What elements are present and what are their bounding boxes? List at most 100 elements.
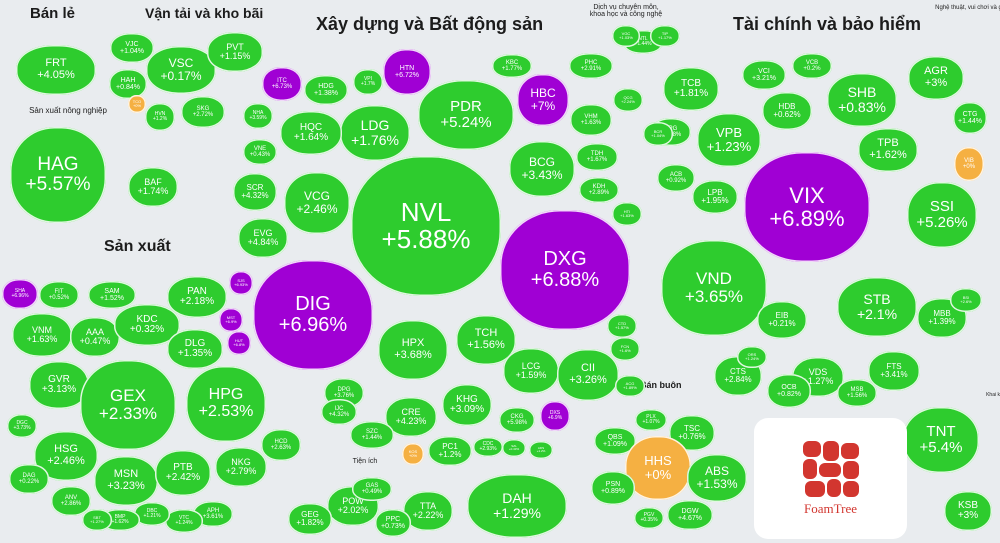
- stock-cell-ads[interactable]: ADS +1.2%: [529, 441, 553, 459]
- stock-cell-fcn[interactable]: FCN +1.6%: [610, 337, 640, 361]
- stock-cell-vgc[interactable]: VGC +1.03%: [612, 25, 640, 47]
- stock-cell-dah[interactable]: DAH +1.29%: [467, 474, 567, 538]
- stock-cell-hti[interactable]: HTI +1.63%: [612, 202, 642, 226]
- stock-cell-ctg[interactable]: CTG +1.44%: [953, 102, 987, 134]
- stock-cell-vnd[interactable]: VND +3.65%: [661, 240, 767, 336]
- stock-cell-vpb[interactable]: VPB +1.23%: [697, 113, 761, 167]
- stock-cell-lpb[interactable]: LPB +1.95%: [692, 180, 738, 214]
- stock-cell-dbc[interactable]: DBC +1.21%: [134, 502, 170, 526]
- stock-cell-tcb[interactable]: TCB +1.81%: [663, 67, 719, 111]
- stock-cell-vnm[interactable]: VNM +1.63%: [12, 313, 72, 357]
- stock-cell-dgc[interactable]: DGC +3.73%: [7, 414, 37, 438]
- stock-cell-vci[interactable]: VCI +3.21%: [742, 60, 786, 90]
- stock-cell-tta[interactable]: TTA +2.22%: [403, 491, 453, 531]
- stock-cell-htn[interactable]: HTN +6.72%: [383, 49, 431, 95]
- stock-cell-dag[interactable]: DAG +0.22%: [9, 464, 49, 494]
- stock-cell-psn[interactable]: PSN +0.89%: [591, 471, 635, 505]
- stock-cell-cii[interactable]: CII +3.26%: [557, 349, 619, 401]
- stock-cell-sam[interactable]: SAM +1.52%: [88, 281, 136, 309]
- stock-cell-dxg[interactable]: DXG +6.88%: [500, 210, 630, 330]
- stock-cell-hut[interactable]: HUT +6.8%: [227, 331, 251, 355]
- stock-cell-fts[interactable]: FTS +3.41%: [868, 351, 920, 391]
- stock-cell-itc[interactable]: ITC +6.73%: [262, 67, 302, 101]
- stock-cell-vib[interactable]: VIB +0%: [954, 147, 984, 181]
- stock-cell-fit[interactable]: FIT +0.52%: [39, 281, 79, 309]
- stock-cell-bsi[interactable]: BSI +2.6%: [950, 288, 982, 312]
- stock-cell-vcb[interactable]: VCB +0.2%: [792, 53, 832, 79]
- stock-cell-kdh[interactable]: KDH +2.89%: [579, 177, 619, 203]
- stock-cell-lcg[interactable]: LCG +1.59%: [503, 348, 559, 394]
- stock-cell-tip[interactable]: TIP +1.17%: [650, 25, 680, 47]
- stock-cell-vne[interactable]: VNE +0.43%: [243, 139, 277, 165]
- stock-cell-vhm[interactable]: VHM +1.63%: [570, 104, 612, 136]
- stock-cell-tnt[interactable]: TNT +5.4%: [903, 407, 979, 473]
- stock-cell-gex[interactable]: GEX +2.33%: [80, 360, 176, 450]
- stock-cell-gas[interactable]: GAS +0.49%: [352, 477, 392, 501]
- stock-cell-tch[interactable]: TCH +1.56%: [456, 315, 516, 365]
- stock-cell-vsc[interactable]: VSC +0.17%: [146, 46, 216, 94]
- stock-cell-hcd[interactable]: HCD +2.63%: [261, 429, 301, 461]
- stock-cell-hqc[interactable]: HQC +1.64%: [280, 111, 342, 155]
- stock-cell-phc[interactable]: PHC +2.91%: [569, 53, 613, 79]
- stock-cell-kos[interactable]: KOS +0%: [402, 443, 424, 465]
- stock-cell-baf[interactable]: BAF +1.74%: [128, 167, 178, 207]
- stock-cell-pdr[interactable]: PDR +5.24%: [418, 80, 514, 150]
- stock-cell-nha[interactable]: NHA +3.59%: [243, 103, 273, 129]
- stock-cell-pvt[interactable]: PVT +1.15%: [207, 32, 263, 72]
- stock-cell-mbb[interactable]: MBB +1.39%: [917, 298, 967, 338]
- stock-cell-eib[interactable]: EIB +0.21%: [757, 301, 807, 339]
- stock-cell-hhs[interactable]: HHS +0%: [625, 436, 691, 500]
- stock-cell-vtc[interactable]: VTC +1.24%: [165, 509, 203, 533]
- stock-cell-qcg[interactable]: QCG +2.24%: [613, 88, 643, 112]
- stock-cell-sjs[interactable]: SJS +6.93%: [229, 271, 253, 295]
- stock-cell-msb[interactable]: MSB +1.56%: [837, 379, 877, 407]
- stock-cell-sbt[interactable]: SBT +1.27%: [82, 509, 112, 531]
- stock-cell-pan[interactable]: PAN +2.18%: [167, 276, 227, 318]
- stock-cell-tpb[interactable]: TPB +1.62%: [858, 128, 918, 172]
- stock-cell-acb[interactable]: ACB +0.92%: [657, 164, 695, 192]
- stock-cell-dig[interactable]: DIG +6.96%: [253, 260, 373, 370]
- stock-cell-szc[interactable]: SZC +1.44%: [350, 421, 394, 449]
- stock-cell-ptb[interactable]: PTB +2.42%: [155, 450, 211, 496]
- stock-cell-tdh[interactable]: TDH +1.67%: [576, 143, 618, 171]
- stock-cell-shb[interactable]: SHB +0.83%: [827, 73, 897, 127]
- stock-cell-vjc[interactable]: VJC +1.04%: [110, 33, 154, 63]
- stock-cell-cdc[interactable]: CDC +2.93%: [473, 437, 503, 457]
- stock-cell-msn[interactable]: MSN +3.23%: [94, 456, 158, 506]
- stock-cell-bcr[interactable]: BCR +1.04%: [643, 122, 673, 146]
- stock-cell-hpg[interactable]: HPG +2.53%: [186, 366, 266, 442]
- stock-cell-ijc[interactable]: IJC +4.32%: [321, 399, 357, 425]
- stock-cell-szl[interactable]: SZL +0.43%: [502, 439, 526, 457]
- stock-cell-anv[interactable]: ANV +2.86%: [51, 486, 91, 516]
- stock-cell-nvl[interactable]: NVL +5.88%: [351, 156, 501, 296]
- stock-cell-ldg[interactable]: LDG +1.76%: [340, 105, 410, 161]
- stock-cell-ocb[interactable]: OCB +0.82%: [767, 374, 811, 408]
- stock-cell-pgv[interactable]: PGV +0.35%: [634, 507, 664, 529]
- stock-cell-plx[interactable]: PLX +1.07%: [635, 409, 667, 431]
- stock-cell-hdg[interactable]: HDG +1.38%: [304, 75, 348, 105]
- stock-cell-gvr[interactable]: GVR +3.13%: [29, 361, 89, 409]
- stock-cell-dlg[interactable]: DLG +1.35%: [167, 329, 223, 369]
- stock-cell-abs[interactable]: ABS +1.53%: [687, 454, 747, 502]
- stock-cell-ctd[interactable]: CTD +1.57%: [607, 314, 637, 338]
- stock-cell-frt[interactable]: FRT +4.05%: [16, 45, 96, 95]
- stock-cell-cre[interactable]: CRE +4.23%: [385, 397, 437, 437]
- stock-cell-evg[interactable]: EVG +4.84%: [238, 218, 288, 258]
- stock-cell-acg[interactable]: ACG +1.89%: [615, 375, 645, 397]
- stock-cell-hag[interactable]: HAG +5.57%: [10, 127, 106, 223]
- stock-cell-tco[interactable]: TCO +0%: [128, 95, 146, 113]
- stock-cell-kbc[interactable]: KBC +1.77%: [492, 54, 532, 78]
- stock-cell-kdc[interactable]: KDC +0.32%: [114, 304, 180, 346]
- stock-cell-nkg[interactable]: NKG +2.79%: [215, 447, 267, 487]
- stock-cell-sha[interactable]: SHA +6.96%: [2, 279, 38, 309]
- stock-cell-hbc[interactable]: HBC +7%: [517, 74, 569, 126]
- stock-cell-agr[interactable]: AGR +3%: [908, 56, 964, 100]
- stock-cell-geg[interactable]: GEG +1.82%: [288, 503, 332, 535]
- stock-cell-ckg[interactable]: CKG +5.98%: [499, 407, 535, 433]
- stock-cell-skg[interactable]: SKG +2.72%: [181, 96, 225, 128]
- stock-cell-dgw[interactable]: DGW +4.67%: [667, 500, 713, 530]
- stock-cell-ors[interactable]: ORS +1.24%: [737, 346, 767, 368]
- stock-cell-hdb[interactable]: HDB +0.62%: [762, 92, 812, 130]
- stock-cell-aaa[interactable]: AAA +0.47%: [70, 317, 120, 357]
- stock-cell-hpx[interactable]: HPX +3.68%: [378, 320, 448, 380]
